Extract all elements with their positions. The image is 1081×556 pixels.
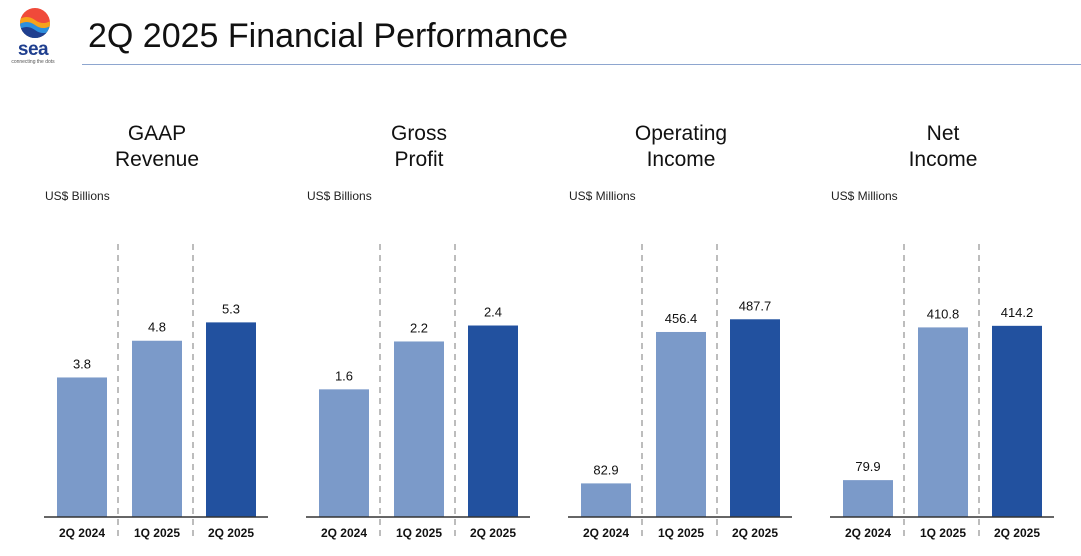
category-label: 1Q 2025 <box>920 526 966 540</box>
bar <box>730 319 780 517</box>
chart-4: Net Income US$ Millions 79.9 2Q 2024 410.8 1Q … <box>830 122 1054 540</box>
chart-title-line: Income <box>909 148 978 171</box>
value-label: 2.4 <box>484 305 502 320</box>
bar <box>992 325 1042 517</box>
value-label: 414.2 <box>1001 305 1034 320</box>
value-label: 1.6 <box>335 368 353 383</box>
category-label: 2Q 2024 <box>845 526 891 540</box>
category-label: 2Q 2025 <box>732 526 778 540</box>
unit-label: US$ Billions <box>307 189 372 203</box>
chart-title-line: Net <box>927 122 960 145</box>
page-title: 2Q 2025 Financial Performance <box>88 17 569 55</box>
value-label: 410.8 <box>927 306 960 321</box>
unit-label: US$ Millions <box>831 189 898 203</box>
bar <box>206 322 256 517</box>
chart-3: Operating Income US$ Millions 82.9 2Q 2024 45… <box>568 122 792 540</box>
category-label: 2Q 2024 <box>59 526 105 540</box>
category-label: 2Q 2025 <box>208 526 254 540</box>
sea-logo <box>12 6 60 66</box>
bar <box>319 389 369 517</box>
chart-2: Gross Profit US$ Billions 1.6 2Q 2024 2.2 1Q 2… <box>306 122 530 540</box>
category-label: 2Q 2024 <box>321 526 367 540</box>
chart-title-line: GAAP <box>128 122 186 145</box>
bar <box>57 377 107 517</box>
unit-label: US$ Billions <box>45 189 110 203</box>
bar <box>843 480 893 517</box>
value-label: 79.9 <box>855 459 880 474</box>
category-label: 2Q 2024 <box>583 526 629 540</box>
category-label: 2Q 2025 <box>470 526 516 540</box>
category-label: 1Q 2025 <box>658 526 704 540</box>
value-label: 456.4 <box>665 311 698 326</box>
logo-tagline: connecting the dots <box>11 59 55 65</box>
bar <box>394 341 444 517</box>
value-label: 82.9 <box>593 462 618 477</box>
chart-title-line: Profit <box>394 148 443 171</box>
bar <box>656 331 706 517</box>
unit-label: US$ Millions <box>569 189 636 203</box>
category-label: 2Q 2025 <box>994 526 1040 540</box>
sea-logo-icon <box>20 8 50 38</box>
chart-title-line: Operating <box>635 122 727 145</box>
bar <box>581 483 631 517</box>
value-label: 5.3 <box>222 301 240 316</box>
value-label: 487.7 <box>739 298 772 313</box>
chart-title-line: Income <box>647 148 716 171</box>
header-divider <box>82 64 1081 65</box>
chart-title-line: Gross <box>391 122 447 145</box>
chart-1: GAAP Revenue US$ Billions 3.8 2Q 2024 4.8 1Q 2… <box>44 122 268 540</box>
logo-wordmark: sea <box>17 39 49 60</box>
bar <box>468 325 518 517</box>
bar <box>918 327 968 517</box>
category-label: 1Q 2025 <box>396 526 442 540</box>
value-label: 4.8 <box>148 320 166 335</box>
category-label: 1Q 2025 <box>134 526 180 540</box>
chart-title-line: Revenue <box>115 148 199 171</box>
value-label: 3.8 <box>73 356 91 371</box>
value-label: 2.2 <box>410 320 428 335</box>
bar <box>132 340 182 517</box>
